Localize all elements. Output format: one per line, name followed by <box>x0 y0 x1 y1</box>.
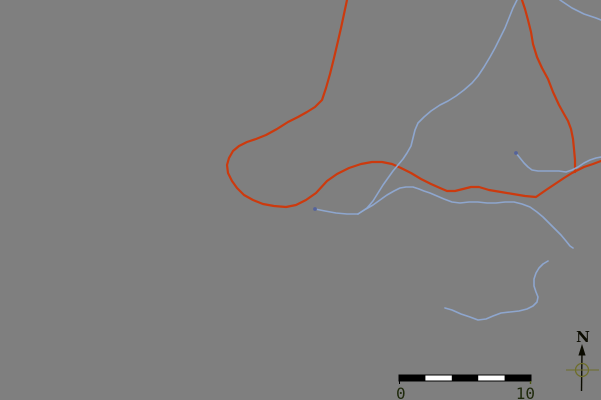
scale-bar-segment <box>504 375 531 381</box>
road-west-loop-east <box>225 0 601 209</box>
roads-layer <box>225 0 601 209</box>
compass-north-label: N <box>576 328 590 346</box>
scale-bar: 0 10 <box>396 374 535 400</box>
scale-bar-segment <box>451 375 479 381</box>
scale-bar-segment <box>399 375 426 381</box>
river-east-short-source-dot <box>514 151 518 155</box>
river-east-main <box>357 186 574 249</box>
river-west-branch-source-dot <box>313 207 317 211</box>
scale-bar-segments <box>398 374 532 384</box>
compass-rose: N <box>566 328 599 392</box>
river-northeast-diagonal <box>357 0 518 215</box>
compass-shaft <box>580 350 583 392</box>
compass-arrow-icon <box>578 344 586 356</box>
river-top-right-corner <box>559 0 601 21</box>
scale-label-start: 0 <box>396 384 406 400</box>
road-north-south <box>520 0 577 174</box>
river-southeast-wavy <box>444 260 549 321</box>
rivers-layer <box>313 0 601 321</box>
river-west-branch <box>314 208 359 215</box>
scale-label-end: 10 <box>516 384 535 400</box>
river-east-short <box>515 152 601 173</box>
